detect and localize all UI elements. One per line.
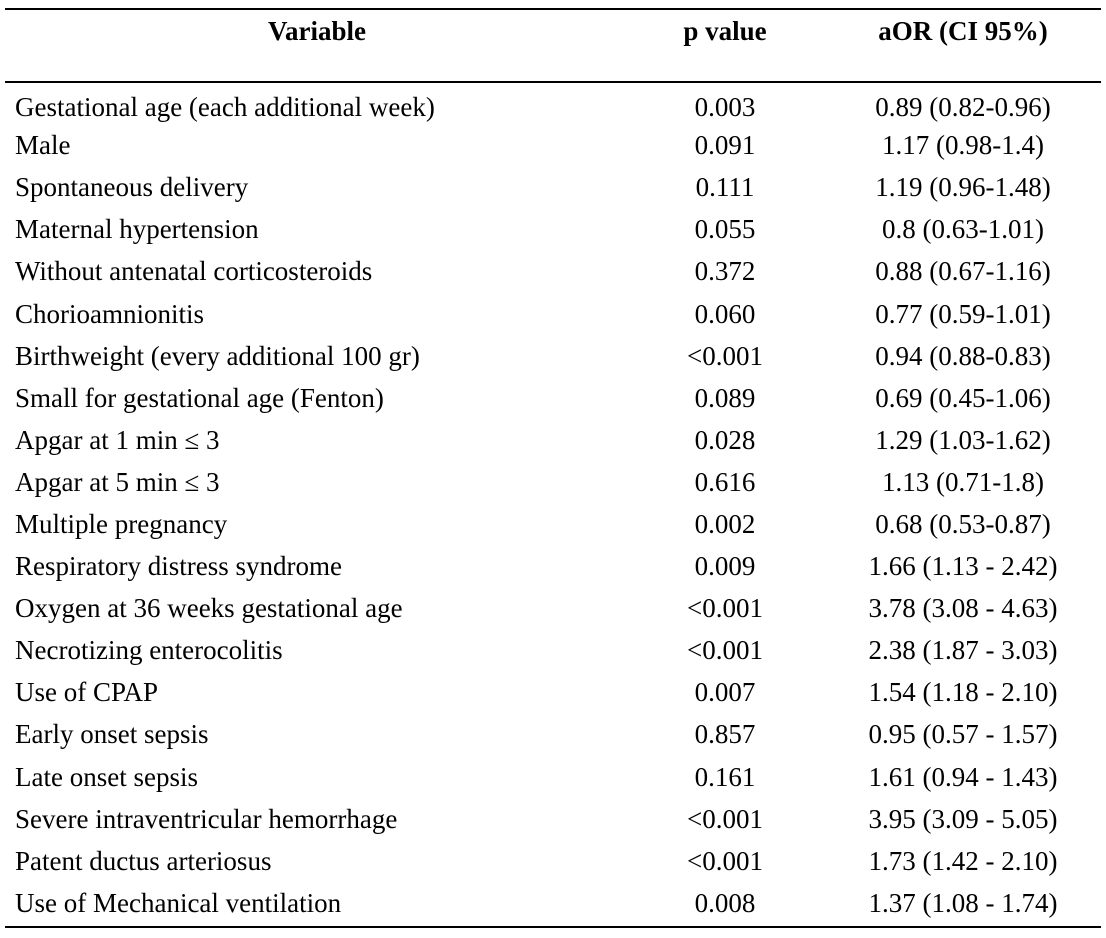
- cell-variable: Use of Mechanical ventilation: [15, 887, 342, 918]
- cell-p-value: <0.001: [687, 340, 763, 371]
- cell-variable: Spontaneous delivery: [15, 172, 249, 203]
- cell-p-value: <0.001: [687, 635, 763, 666]
- table-row: Late onset sepsis 0.161 1.61 (0.94 - 1.43): [5, 756, 1101, 798]
- cell-aor: 0.89 (0.82-0.96): [875, 92, 1051, 123]
- cell-variable: Apgar at 1 min ≤ 3: [15, 424, 220, 455]
- table-header: Variable p value aOR (CI 95%): [5, 0, 1101, 82]
- cell-aor: 1.54 (1.18 - 2.10): [868, 677, 1058, 708]
- cell-p-value: 0.060: [694, 298, 756, 329]
- cell-variable: Gestational age (each additional week): [15, 92, 435, 123]
- table-row: Apgar at 1 min ≤ 3 0.028 1.29 (1.03-1.62): [5, 419, 1101, 461]
- cell-p-value: <0.001: [687, 593, 763, 624]
- header-aor: aOR (CI 95%): [878, 16, 1048, 46]
- cell-p-value: 0.007: [694, 677, 756, 708]
- cell-variable: Early onset sepsis: [15, 719, 209, 750]
- table-row: Respiratory distress syndrome 0.009 1.66 (…: [5, 545, 1101, 587]
- cell-aor: 0.69 (0.45-1.06): [875, 382, 1051, 413]
- cell-p-value: 0.002: [694, 508, 756, 539]
- cell-p-value: 0.089: [694, 382, 756, 413]
- cell-p-value: 0.857: [694, 719, 756, 750]
- table-row: Patent ductus arteriosus <0.001 1.73 (1.42…: [5, 840, 1101, 882]
- cell-p-value: <0.001: [687, 845, 763, 876]
- cell-aor: 0.68 (0.53-0.87): [875, 508, 1051, 539]
- cell-aor: 0.77 (0.59-1.01): [875, 298, 1051, 329]
- cell-variable: Use of CPAP: [15, 677, 159, 708]
- table-bottom-rule: [5, 926, 1101, 928]
- cell-aor: 1.66 (1.13 - 2.42): [868, 551, 1058, 582]
- table-row: Chorioamnionitis 0.060 0.77 (0.59-1.01): [5, 292, 1101, 334]
- cell-aor: 1.61 (0.94 - 1.43): [868, 761, 1058, 792]
- cell-p-value: <0.001: [687, 803, 763, 834]
- table-row: Birthweight (every additional 100 gr) <0.…: [5, 335, 1101, 377]
- results-table: Variable p value aOR (CI 95%) Gestationa…: [5, 0, 1101, 924]
- table-row: Early onset sepsis 0.857 0.95 (0.57 - 1.57…: [5, 713, 1101, 755]
- cell-variable: Maternal hypertension: [15, 214, 259, 245]
- cell-p-value: 0.091: [694, 130, 756, 161]
- table-header-rule: [5, 81, 1101, 83]
- table-row: Multiple pregnancy 0.002 0.68 (0.53-0.87): [5, 503, 1101, 545]
- cell-p-value: 0.003: [694, 92, 756, 123]
- cell-p-value: 0.111: [695, 172, 755, 203]
- cell-p-value: 0.616: [694, 466, 756, 497]
- table-row: Severe intraventricular hemorrhage <0.001…: [5, 798, 1101, 840]
- table-top-rule: [5, 8, 1101, 10]
- cell-aor: 1.19 (0.96-1.48): [875, 172, 1051, 203]
- cell-variable: Chorioamnionitis: [15, 298, 204, 329]
- cell-aor: 3.78 (3.08 - 4.63): [868, 593, 1058, 624]
- table-body: Gestational age (each additional week) 0.…: [5, 82, 1101, 924]
- cell-aor: 1.29 (1.03-1.62): [875, 424, 1051, 455]
- cell-p-value: 0.009: [694, 551, 756, 582]
- cell-p-value: 0.008: [694, 887, 756, 918]
- table-row: Small for gestational age (Fenton) 0.089 0…: [5, 377, 1101, 419]
- cell-aor: 1.73 (1.42 - 2.10): [868, 845, 1058, 876]
- table-row: Spontaneous delivery 0.111 1.19 (0.96-1.48…: [5, 166, 1101, 208]
- table-row: Oxygen at 36 weeks gestational age <0.001…: [5, 587, 1101, 629]
- cell-variable: Patent ductus arteriosus: [15, 845, 272, 876]
- table-row: Use of Mechanical ventilation 0.008 1.37 (…: [5, 882, 1101, 924]
- table-row: Male 0.091 1.17 (0.98-1.4): [5, 124, 1101, 166]
- cell-variable: Necrotizing enterocolitis: [15, 635, 283, 666]
- cell-variable: Oxygen at 36 weeks gestational age: [15, 593, 403, 624]
- cell-aor: 0.88 (0.67-1.16): [875, 256, 1051, 287]
- header-p-value: p value: [683, 16, 767, 46]
- cell-aor: 0.8 (0.63-1.01): [882, 214, 1044, 245]
- table-row: Use of CPAP 0.007 1.54 (1.18 - 2.10): [5, 671, 1101, 713]
- cell-variable: Apgar at 5 min ≤ 3: [15, 466, 220, 497]
- cell-aor: 0.94 (0.88-0.83): [875, 340, 1051, 371]
- cell-p-value: 0.372: [694, 256, 756, 287]
- cell-p-value: 0.055: [694, 214, 756, 245]
- cell-variable: Respiratory distress syndrome: [15, 551, 342, 582]
- table-row: Maternal hypertension 0.055 0.8 (0.63-1.01…: [5, 208, 1101, 250]
- cell-p-value: 0.161: [694, 761, 756, 792]
- cell-variable: Without antenatal corticosteroids: [15, 256, 373, 287]
- cell-p-value: 0.028: [694, 424, 756, 455]
- header-variable: Variable: [5, 0, 625, 82]
- table-row: Necrotizing enterocolitis <0.001 2.38 (1.8…: [5, 629, 1101, 671]
- cell-variable: Multiple pregnancy: [15, 508, 228, 539]
- cell-variable: Small for gestational age (Fenton): [15, 382, 384, 413]
- table-row: Without antenatal corticosteroids 0.372 0.…: [5, 250, 1101, 292]
- cell-aor: 3.95 (3.09 - 5.05): [868, 803, 1058, 834]
- header-row: Variable p value aOR (CI 95%): [5, 0, 1101, 82]
- cell-variable: Birthweight (every additional 100 gr): [15, 340, 420, 371]
- cell-aor: 1.37 (1.08 - 1.74): [868, 887, 1058, 918]
- cell-aor: 2.38 (1.87 - 3.03): [868, 635, 1058, 666]
- cell-aor: 1.13 (0.71-1.8): [882, 466, 1044, 497]
- cell-aor: 1.17 (0.98-1.4): [882, 130, 1044, 161]
- cell-variable: Male: [15, 130, 71, 161]
- cell-variable: Severe intraventricular hemorrhage: [15, 803, 398, 834]
- table-row: Apgar at 5 min ≤ 3 0.616 1.13 (0.71-1.8): [5, 461, 1101, 503]
- table-row: Gestational age (each additional week) 0.…: [5, 82, 1101, 124]
- header-variable-label: Variable: [267, 16, 366, 46]
- cell-variable: Late onset sepsis: [15, 761, 198, 792]
- cell-aor: 0.95 (0.57 - 1.57): [868, 719, 1058, 750]
